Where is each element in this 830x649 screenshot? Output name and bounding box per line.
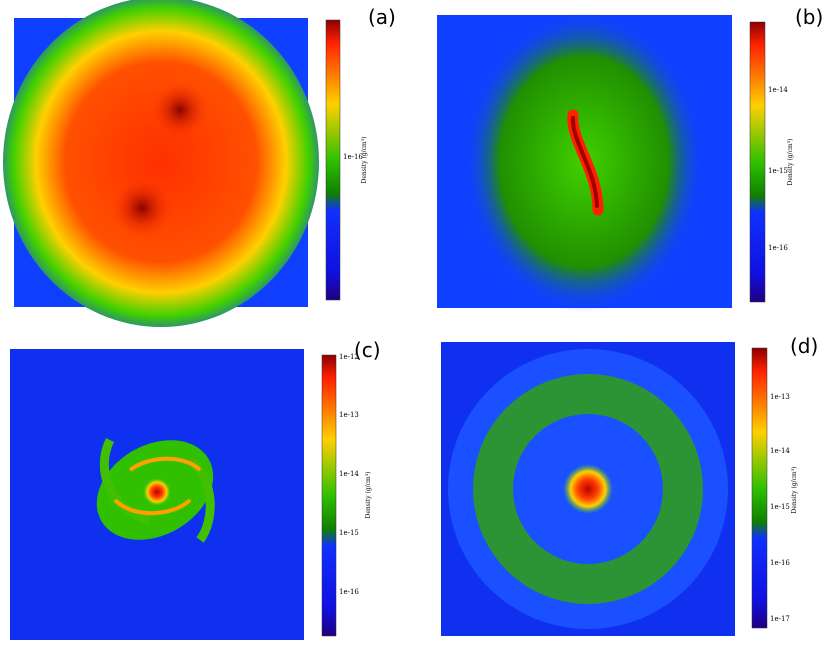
density-filament-core: [570, 116, 599, 208]
colorbar-tick: 1e-12: [339, 353, 359, 361]
colorbar-title: Density (g/cm³): [365, 472, 372, 519]
colorbar: [751, 347, 768, 629]
panel-label: (d): [790, 334, 818, 358]
colorbar-tick: 1e-16: [343, 153, 363, 161]
colorbar-tick: 1e-15: [770, 503, 790, 511]
density-cloud: [3, 0, 319, 327]
colorbar-tick: 1e-16: [339, 588, 359, 596]
density-peak: [152, 82, 208, 138]
panel-label: (b): [795, 5, 823, 29]
panel-label: (c): [354, 338, 381, 362]
colorbar-title: Density (g/cm³): [361, 137, 368, 184]
density-peak: [112, 178, 172, 238]
colorbar-tick: 1e-15: [768, 167, 788, 175]
colorbar-tick: 1e-13: [339, 411, 359, 419]
density-core: [563, 464, 613, 514]
colorbar: [749, 21, 766, 303]
colorbar-tick: 1e-17: [770, 615, 790, 623]
colorbar-tick: 1e-14: [770, 447, 790, 455]
colorbar-title: Density (g/cm³): [791, 467, 798, 514]
colorbar-tick: 1e-16: [768, 244, 788, 252]
colorbar-tick: 1e-14: [339, 470, 359, 478]
density-arm: [113, 456, 202, 516]
colorbar-tick: 1e-14: [768, 86, 788, 94]
colorbar-title: Density (g/cm³): [787, 139, 794, 186]
colorbar-tick: 1e-13: [770, 393, 790, 401]
colorbar: [321, 354, 337, 637]
colorbar-tick: 1e-15: [339, 529, 359, 537]
density-ring: [473, 374, 703, 604]
colorbar: [325, 19, 341, 301]
density-core: [143, 478, 171, 506]
colorbar-tick: 1e-16: [770, 559, 790, 567]
panel-label: (a): [368, 5, 396, 29]
